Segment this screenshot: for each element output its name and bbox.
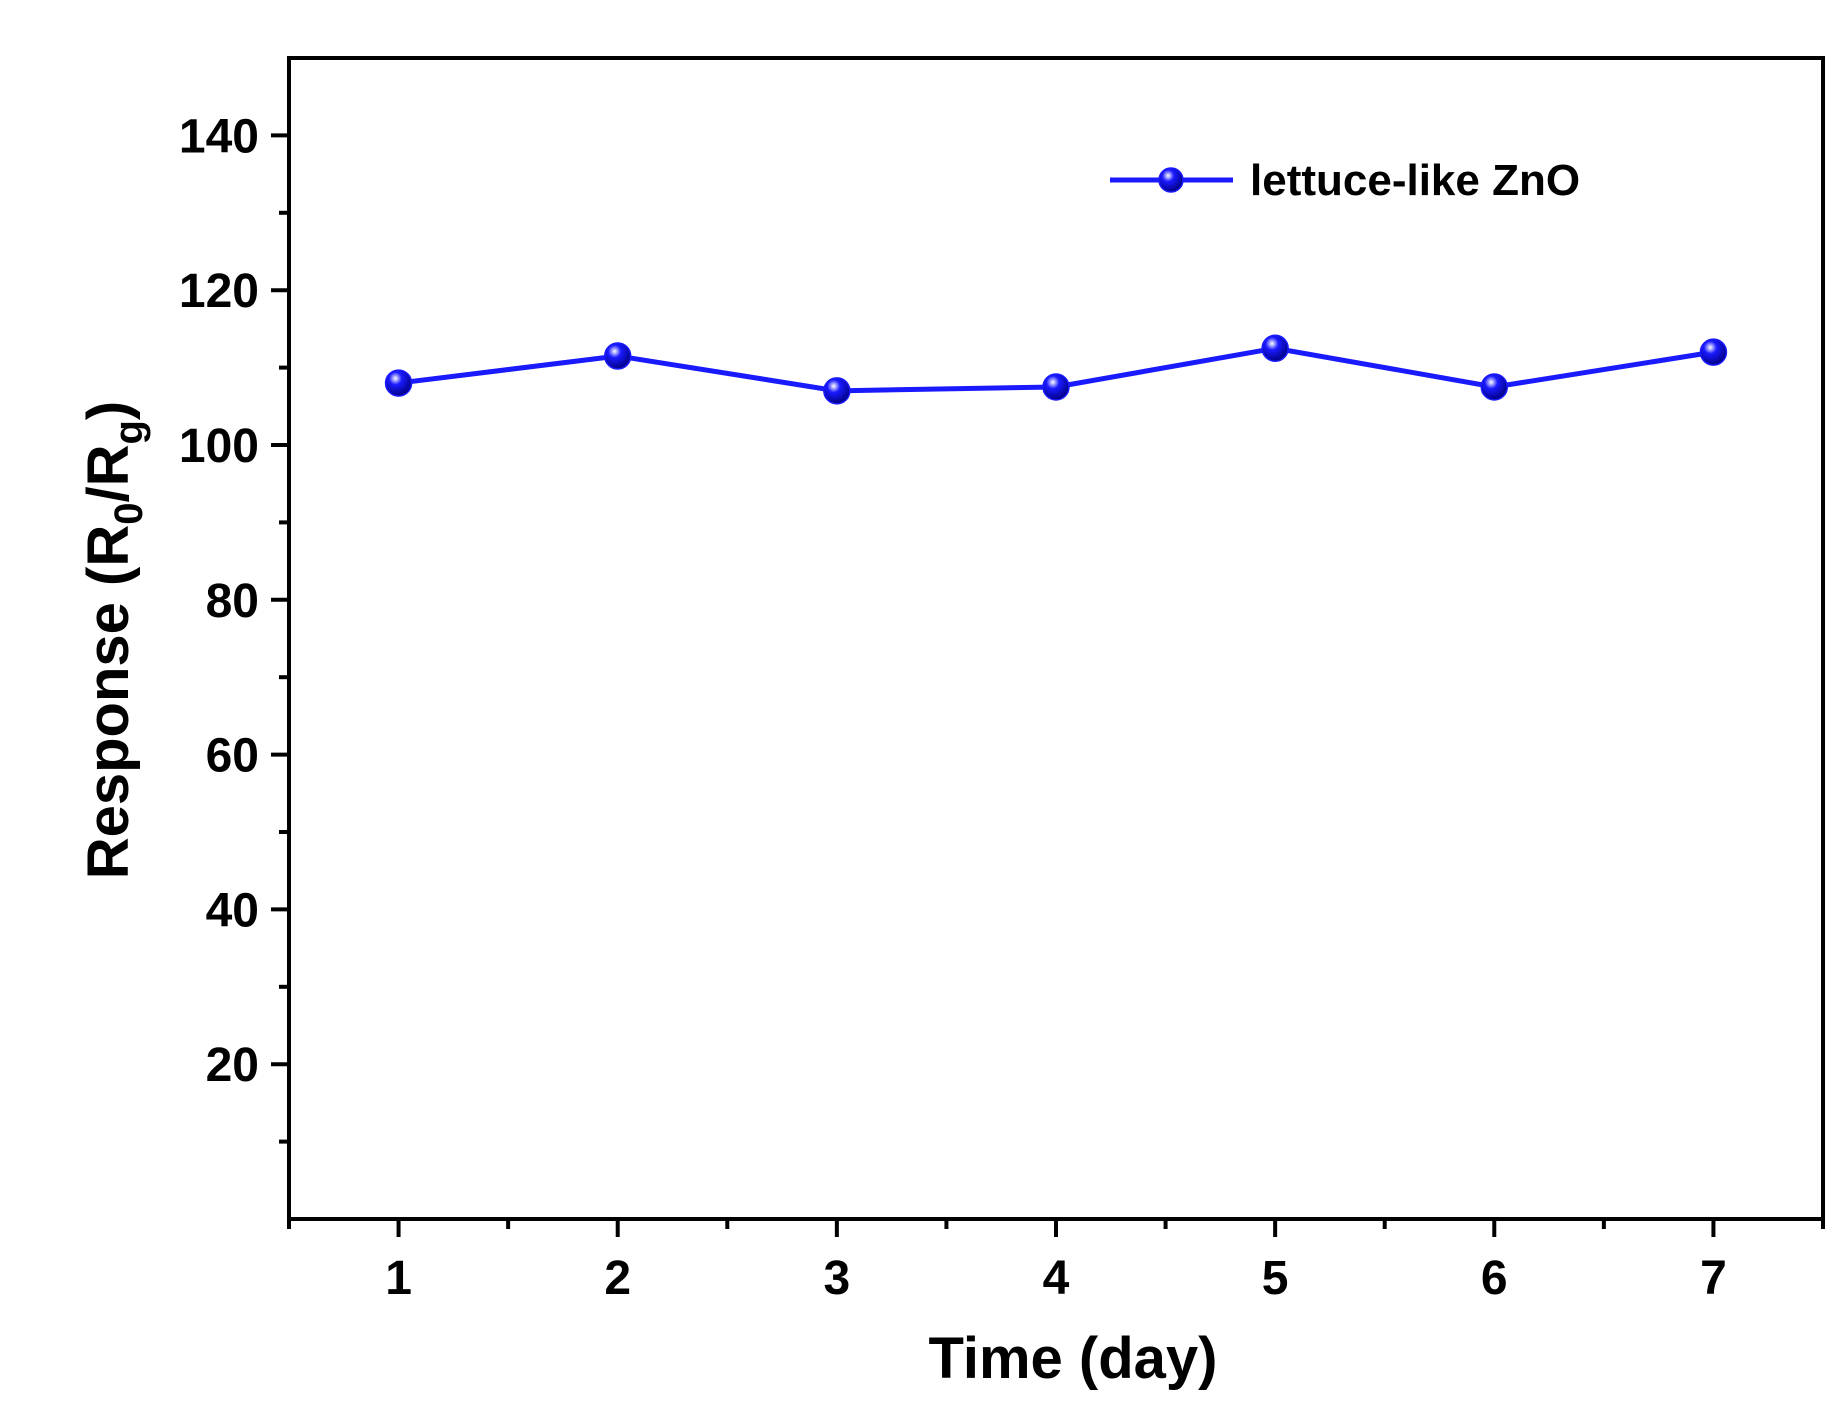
series-layer bbox=[384, 334, 1728, 405]
y-tick-label: 80 bbox=[206, 575, 259, 628]
data-point bbox=[1042, 373, 1070, 401]
plot-frame bbox=[287, 56, 1825, 1221]
x-tick-label: 6 bbox=[1481, 1252, 1508, 1305]
y-axis-title-middle: /R bbox=[76, 445, 141, 503]
x-tick-label: 5 bbox=[1262, 1252, 1289, 1305]
y-axis-title-prefix: Response (R bbox=[76, 525, 141, 880]
x-tick-label: 2 bbox=[604, 1252, 631, 1305]
data-point bbox=[1261, 334, 1289, 362]
y-tick-label: 100 bbox=[179, 420, 259, 473]
data-point bbox=[823, 377, 851, 405]
legend-marker bbox=[1158, 167, 1184, 193]
y-axis-title-sub2: g bbox=[107, 420, 151, 444]
legend: lettuce-like ZnO bbox=[1110, 156, 1580, 205]
y-axis-ticks: 20 40 60 80 100 120 140 bbox=[179, 110, 289, 1144]
data-point bbox=[1480, 373, 1509, 401]
y-axis-title-sub1: 0 bbox=[107, 503, 151, 525]
y-tick-label: 40 bbox=[206, 884, 259, 937]
data-point bbox=[384, 369, 413, 397]
y-tick-label: 120 bbox=[179, 265, 259, 318]
x-tick-label: 3 bbox=[824, 1252, 851, 1305]
x-axis-ticks: 1 2 3 4 5 6 7 bbox=[287, 1219, 1825, 1305]
y-tick-label: 60 bbox=[206, 730, 259, 783]
x-tick-label: 7 bbox=[1700, 1252, 1727, 1305]
y-axis-title: Response (R0/Rg) bbox=[76, 401, 151, 880]
y-axis-title-suffix: ) bbox=[76, 401, 141, 420]
x-tick-label: 1 bbox=[385, 1252, 412, 1305]
legend-label: lettuce-like ZnO bbox=[1250, 156, 1580, 205]
data-point bbox=[1699, 338, 1728, 366]
x-axis-title: Time (day) bbox=[928, 1326, 1217, 1391]
x-tick-label: 4 bbox=[1043, 1252, 1070, 1305]
y-tick-label: 140 bbox=[179, 110, 259, 163]
y-tick-label: 20 bbox=[206, 1039, 259, 1092]
data-point bbox=[603, 342, 632, 370]
